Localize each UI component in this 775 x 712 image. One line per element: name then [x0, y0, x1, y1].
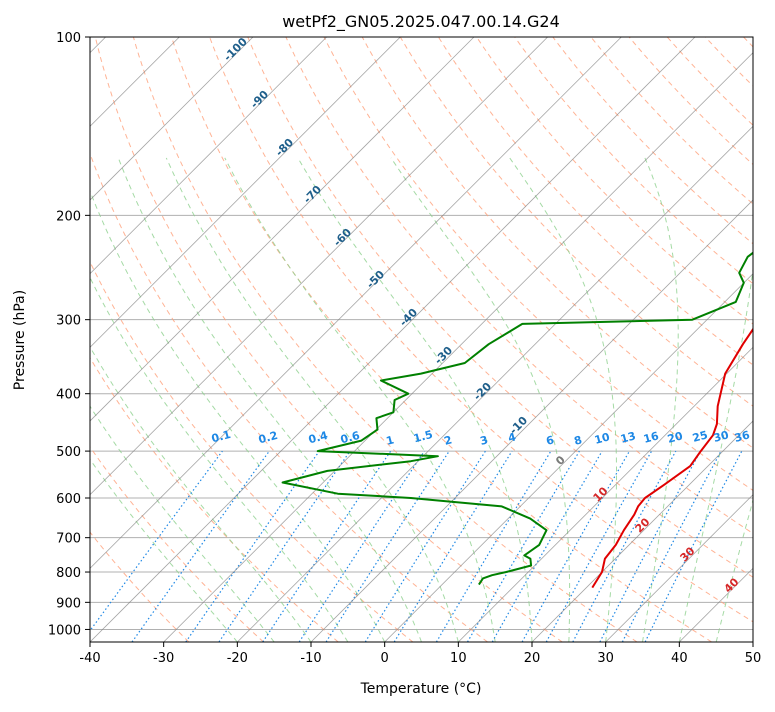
x-tick-label: -10 [300, 651, 321, 666]
y-tick-label: 100 [56, 31, 81, 46]
x-tick-label: 10 [450, 651, 467, 666]
x-tick-label: -30 [153, 651, 174, 666]
y-tick-label: 500 [56, 445, 81, 460]
y-tick-label: 900 [56, 596, 81, 611]
x-axis-label: Temperature (°C) [360, 681, 482, 697]
x-tick-label: 50 [745, 651, 762, 666]
y-tick-label: 200 [56, 209, 81, 224]
chart-title: wetPf2_GN05.2025.047.00.14.G24 [282, 12, 560, 32]
y-tick-label: 400 [56, 388, 81, 403]
x-tick-label: 30 [597, 651, 614, 666]
y-tick-label: 1000 [48, 623, 81, 638]
x-tick-label: 20 [524, 651, 541, 666]
x-tick-label: -20 [227, 651, 248, 666]
x-tick-label: 40 [671, 651, 688, 666]
y-axis-label: Pressure (hPa) [12, 290, 28, 390]
y-tick-label: 300 [56, 314, 81, 329]
y-tick-label: 600 [56, 492, 81, 507]
x-tick-label: 0 [381, 651, 389, 666]
y-tick-label: 800 [56, 566, 81, 581]
y-tick-label: 700 [56, 532, 81, 547]
x-tick-label: -40 [79, 651, 100, 666]
